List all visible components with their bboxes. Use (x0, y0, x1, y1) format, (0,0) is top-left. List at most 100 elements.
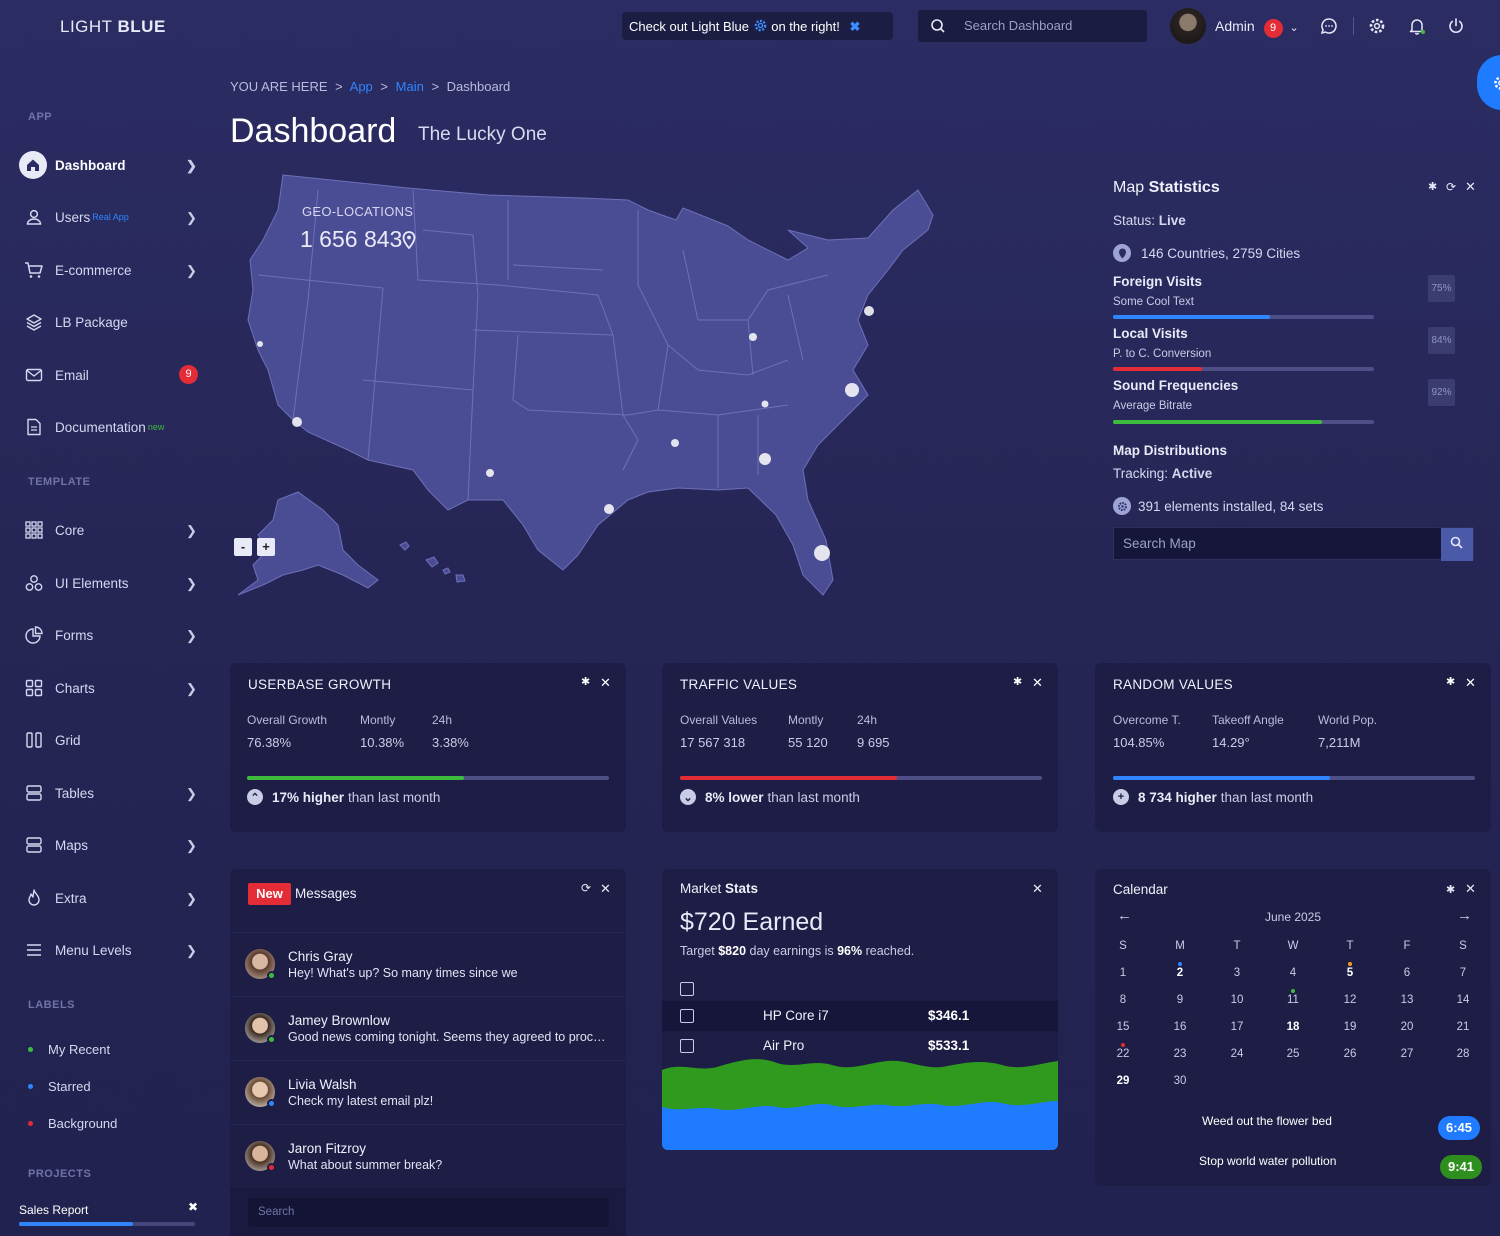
row-checkbox[interactable] (680, 1039, 694, 1053)
chevron-right-icon: ❯ (186, 838, 197, 853)
settings-icon[interactable]: ✱ (1428, 181, 1438, 193)
sidebar-item-grid[interactable]: Grid (0, 718, 210, 762)
sidebar-item-ecommerce[interactable]: E-commerce ❯ (0, 248, 210, 292)
stat-24h: 24h 3.38% (432, 713, 469, 750)
sidebar-item-documentation[interactable]: Documentation new (0, 405, 210, 449)
map-search-input[interactable]: Search Map (1113, 527, 1474, 561)
select-all-checkbox[interactable] (680, 982, 694, 996)
calendar-day[interactable]: 12 (1343, 994, 1357, 1006)
calendar-day[interactable]: 3 (1233, 967, 1241, 979)
message-item[interactable]: Livia Walsh Check my latest email plz! (230, 1060, 626, 1124)
calendar-day[interactable]: 4 (1289, 967, 1297, 979)
calendar-day[interactable]: 10 (1230, 994, 1244, 1006)
messages-search-input[interactable]: Search (248, 1198, 609, 1227)
app-logo[interactable]: LIGHT BLUE (60, 17, 166, 36)
close-icon[interactable]: ✕ (1032, 675, 1043, 690)
zoom-out-button[interactable]: - (234, 538, 252, 556)
bell-icon[interactable] (1408, 17, 1428, 37)
market-row[interactable]: Air Pro $533.1 (662, 1031, 1058, 1061)
row-checkbox[interactable] (680, 1009, 694, 1023)
market-row[interactable]: HP Core i7 $346.1 (662, 1001, 1058, 1031)
label-my-recent[interactable]: My Recent (28, 1042, 110, 1057)
user-menu[interactable]: Admin 9 ⌄ (1215, 18, 1299, 38)
calendar-day[interactable]: 23 (1173, 1048, 1187, 1060)
sidebar-item-menu-levels[interactable]: Menu Levels ❯ (0, 928, 210, 972)
calendar-day[interactable]: 2 (1176, 967, 1184, 979)
card-progress-fill (247, 776, 465, 780)
sidebar-item-ui-elements[interactable]: UI Elements ❯ (0, 561, 210, 605)
settings-icon[interactable] (1368, 17, 1388, 37)
sidebar-item-extra[interactable]: Extra ❯ (0, 876, 210, 920)
sidebar-item-maps[interactable]: Maps ❯ (0, 823, 210, 867)
sidebar-item-core[interactable]: Core ❯ (0, 508, 210, 552)
calendar-day[interactable]: 29 (1116, 1075, 1130, 1087)
sidebar-item-tables[interactable]: Tables ❯ (0, 771, 210, 815)
calendar-day[interactable]: 18 (1286, 1021, 1300, 1033)
close-icon[interactable]: ✕ (600, 675, 611, 690)
calendar-day[interactable]: 7 (1459, 967, 1467, 979)
calendar-day[interactable]: 14 (1456, 994, 1470, 1006)
settings-icon[interactable]: ✱ (1446, 676, 1456, 688)
calendar-day[interactable]: 13 (1400, 994, 1414, 1006)
message-item[interactable]: Chris Gray Hey! What's up? So many times… (230, 932, 626, 996)
project-sales-report[interactable]: Sales Report (19, 1203, 89, 1217)
calendar-day[interactable]: 24 (1230, 1048, 1244, 1060)
calendar-day[interactable]: 19 (1343, 1021, 1357, 1033)
calendar-day[interactable]: 20 (1400, 1021, 1414, 1033)
calendar-day[interactable]: 15 (1116, 1021, 1130, 1033)
calendar-day[interactable]: 16 (1173, 1021, 1187, 1033)
calendar-day[interactable]: 9 (1176, 994, 1184, 1006)
calendar-day[interactable]: 22 (1116, 1048, 1130, 1060)
calendar-day[interactable]: 8 (1119, 994, 1127, 1006)
dashboard-search-input[interactable]: Search Dashboard (918, 10, 1147, 42)
settings-icon[interactable]: ✱ (1013, 676, 1023, 688)
sidebar-item-lb-package[interactable]: LB Package (0, 300, 210, 344)
close-icon[interactable]: ✕ (1465, 675, 1476, 690)
calendar-day[interactable]: 5 (1346, 967, 1354, 979)
arrow-left-icon[interactable]: ← (1117, 907, 1132, 924)
zoom-in-button[interactable]: + (257, 538, 275, 556)
calendar-day[interactable]: 6 (1403, 967, 1411, 979)
new-tag: new (147, 422, 165, 432)
calendar-day[interactable]: 1 (1119, 967, 1127, 979)
refresh-icon[interactable]: ⟳ (581, 881, 592, 895)
label-background[interactable]: Background (28, 1116, 117, 1131)
calendar-day[interactable]: 11 (1287, 994, 1299, 1006)
power-icon[interactable] (1447, 17, 1467, 37)
calendar-day[interactable]: 25 (1286, 1048, 1300, 1060)
user-avatar[interactable] (1170, 8, 1206, 44)
calendar-day[interactable]: 17 (1230, 1021, 1244, 1033)
project-close-icon[interactable]: ✖ (188, 1200, 199, 1214)
sidebar-item-dashboard[interactable]: Dashboard ❯ (0, 143, 210, 187)
breadcrumb-main[interactable]: Main (395, 79, 424, 94)
sidebar-item-label: Maps (55, 837, 89, 853)
close-icon[interactable]: ✕ (600, 881, 611, 896)
map-search-button[interactable] (1441, 528, 1473, 561)
theme-settings-button[interactable] (1477, 55, 1500, 110)
label-starred[interactable]: Starred (28, 1079, 91, 1094)
calendar-day[interactable]: 21 (1456, 1021, 1470, 1033)
calendar-day[interactable]: 27 (1400, 1048, 1414, 1060)
close-icon[interactable]: ✕ (1465, 881, 1476, 896)
close-icon[interactable]: ✕ (1465, 179, 1476, 194)
sidebar-item-forms[interactable]: Forms ❯ (0, 613, 210, 657)
chat-icon[interactable] (1320, 17, 1340, 37)
sidebar-item-charts[interactable]: Charts ❯ (0, 666, 210, 710)
calendar-day[interactable]: 26 (1343, 1048, 1357, 1060)
sidebar-item-users[interactable]: Users Real App ❯ (0, 195, 210, 239)
user-icon (24, 207, 44, 227)
us-map[interactable] (228, 170, 948, 610)
message-item[interactable]: Jamey Brownlow Good news coming tonight.… (230, 996, 626, 1060)
settings-icon[interactable]: ✱ (1446, 884, 1456, 896)
promo-close-icon[interactable]: ✖ (849, 19, 861, 34)
sidebar-item-label: Menu Levels (55, 942, 132, 958)
breadcrumb-app[interactable]: App (349, 79, 373, 94)
close-icon[interactable]: ✕ (1032, 881, 1043, 896)
message-item[interactable]: Jaron Fitzroy What about summer break? (230, 1124, 626, 1188)
calendar-day[interactable]: 28 (1456, 1048, 1470, 1060)
refresh-icon[interactable]: ⟳ (1446, 180, 1457, 194)
calendar-day[interactable]: 30 (1173, 1075, 1187, 1087)
arrow-right-icon[interactable]: → (1457, 907, 1472, 924)
sidebar-item-email[interactable]: Email 9 (0, 353, 210, 397)
settings-icon[interactable]: ✱ (581, 676, 591, 688)
